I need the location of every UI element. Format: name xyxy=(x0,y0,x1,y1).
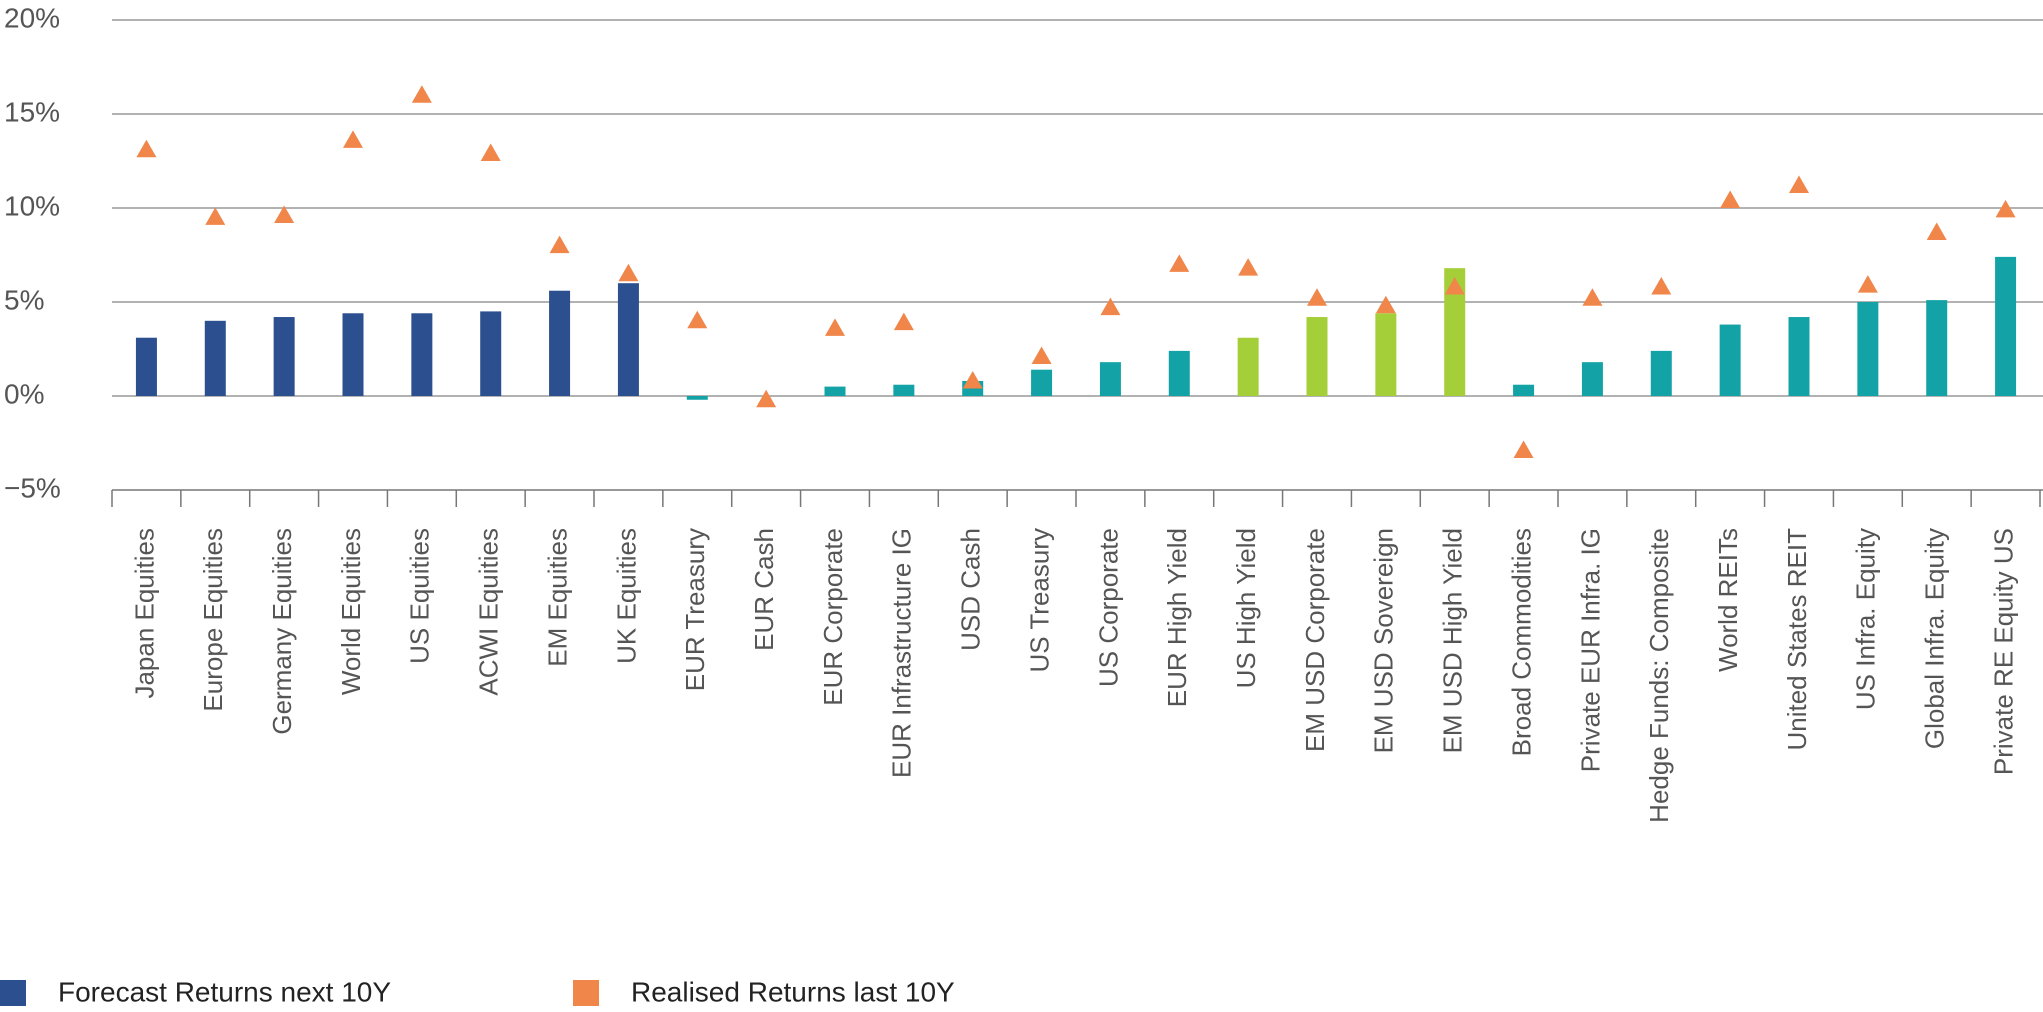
marker xyxy=(136,139,157,158)
marker xyxy=(411,85,432,103)
y-tick-label: 10% xyxy=(4,190,60,221)
x-tick-label: US Infra. Equity xyxy=(1851,528,1881,710)
x-tick-label: World Equities xyxy=(336,528,366,695)
bar xyxy=(342,313,364,396)
x-tick-label: Private EUR Infra. IG xyxy=(1575,528,1605,772)
x-tick-label: EUR Infrastructure IG xyxy=(887,528,917,778)
bar xyxy=(893,384,915,396)
marker xyxy=(618,263,639,282)
marker xyxy=(205,207,226,225)
marker xyxy=(825,318,845,336)
marker xyxy=(1375,295,1396,314)
x-tick-label: EUR High Yield xyxy=(1162,528,1192,707)
legend-swatch xyxy=(573,980,599,1006)
marker xyxy=(1582,288,1603,306)
x-tick-label: Germany Equities xyxy=(267,528,297,735)
bar xyxy=(1031,369,1053,396)
marker xyxy=(1513,440,1534,459)
x-tick-label: Japan Equities xyxy=(129,528,159,699)
marker xyxy=(1307,288,1327,306)
x-tick-label: US Treasury xyxy=(1024,528,1054,673)
bar xyxy=(1375,313,1397,396)
marker xyxy=(1444,276,1465,295)
marker xyxy=(893,312,914,331)
marker xyxy=(756,389,777,408)
marker xyxy=(274,205,295,224)
y-tick-label: 0% xyxy=(4,378,44,409)
bar xyxy=(686,396,708,400)
x-tick-label: US Equities xyxy=(405,528,435,664)
x-tick-label: Private RE Equity US xyxy=(1988,528,2018,775)
bar xyxy=(1788,317,1810,396)
x-tick-label: EM USD Sovereign xyxy=(1369,528,1399,753)
bar xyxy=(617,283,639,396)
bar xyxy=(1719,324,1741,396)
marker xyxy=(1238,258,1259,276)
marker xyxy=(962,370,983,389)
marker xyxy=(1857,275,1878,293)
legend-swatch xyxy=(0,980,26,1006)
bar xyxy=(1237,337,1259,396)
marker xyxy=(1720,190,1741,208)
x-tick-label: USD Cash xyxy=(956,528,986,651)
bar xyxy=(135,337,157,396)
bar xyxy=(1650,350,1672,396)
marker xyxy=(1926,222,1947,240)
bar xyxy=(480,311,502,396)
y-tick-label: 5% xyxy=(4,284,44,315)
x-tick-label: ACWI Equities xyxy=(474,528,504,696)
x-tick-label: Europe Equities xyxy=(198,528,228,712)
bar xyxy=(1306,317,1328,396)
x-tick-label: Hedge Funds: Composite xyxy=(1644,528,1674,823)
legend-label: Realised Returns last 10Y xyxy=(631,976,955,1007)
y-tick-label: −5% xyxy=(4,472,61,503)
marker xyxy=(1789,175,1809,193)
bar xyxy=(273,317,295,396)
marker xyxy=(1995,199,2016,218)
marker xyxy=(1651,276,1672,295)
bar xyxy=(204,320,226,396)
x-tick-label: EUR Cash xyxy=(749,528,779,651)
y-tick-label: 15% xyxy=(4,96,60,127)
x-tick-label: EM USD Corporate xyxy=(1300,528,1330,752)
marker xyxy=(1031,346,1052,365)
bar xyxy=(1099,362,1121,396)
bar xyxy=(1444,268,1466,396)
marker xyxy=(549,235,570,254)
y-tick-label: 20% xyxy=(4,2,60,33)
marker xyxy=(1100,297,1121,316)
x-tick-label: US Corporate xyxy=(1093,528,1123,687)
x-tick-label: UK Equities xyxy=(611,528,641,664)
x-tick-label: EM Equities xyxy=(542,528,572,667)
bar xyxy=(1581,362,1603,396)
x-tick-label: Broad Commodities xyxy=(1506,528,1536,756)
x-tick-label: EM USD High Yield xyxy=(1438,528,1468,753)
x-tick-label: United States REIT xyxy=(1782,528,1812,751)
bar xyxy=(824,386,846,396)
x-tick-label: EUR Treasury xyxy=(680,528,710,691)
bar xyxy=(1926,300,1948,396)
marker xyxy=(1169,254,1190,272)
bar xyxy=(1857,302,1879,396)
x-tick-label: World REITs xyxy=(1713,528,1743,672)
marker xyxy=(343,130,363,148)
bar xyxy=(411,313,433,396)
bar xyxy=(549,290,571,396)
legend-label: Forecast Returns next 10Y xyxy=(58,976,391,1007)
x-tick-label: US High Yield xyxy=(1231,528,1261,688)
x-tick-label: Global Infra. Equity xyxy=(1920,528,1950,749)
bar xyxy=(1168,350,1190,396)
bar xyxy=(1995,256,2017,396)
marker xyxy=(480,143,501,161)
bar xyxy=(1513,384,1535,396)
x-tick-label: EUR Corporate xyxy=(818,528,848,706)
marker xyxy=(687,310,708,329)
